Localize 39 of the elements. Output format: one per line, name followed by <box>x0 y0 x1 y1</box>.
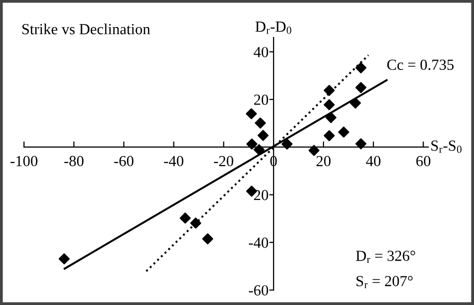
y-tick-label: 20 <box>254 190 268 200</box>
point <box>180 212 191 224</box>
y-tick-label: -60 <box>248 285 268 296</box>
point <box>350 98 361 109</box>
x-tick-label: 20 <box>316 156 331 166</box>
y-tick-label: -40 <box>248 238 268 248</box>
point <box>338 126 350 138</box>
y-tick-label: 40 <box>254 46 268 58</box>
point <box>324 130 335 142</box>
point <box>324 84 335 96</box>
point <box>258 130 269 141</box>
x-tick-label: -40 <box>164 156 184 166</box>
point <box>355 138 366 150</box>
x-axis-title: S$_{r}$-S$_{0}$ <box>431 140 462 153</box>
point <box>355 82 366 94</box>
x-tick-label: 60 <box>416 156 430 166</box>
x-tick-label: 40 <box>366 156 380 166</box>
x-tick-label: -60 <box>114 156 134 166</box>
point <box>58 253 70 264</box>
point <box>190 218 202 229</box>
series-label: Cc = 0.735 <box>387 60 454 70</box>
point <box>308 144 320 156</box>
point <box>202 233 214 244</box>
point <box>325 112 336 124</box>
point <box>254 144 265 156</box>
annotation: S$_{r}$ = 207° <box>356 276 413 288</box>
point <box>246 138 258 150</box>
y-axis-title: D$_{r}$-D$_{0}$ <box>255 22 292 34</box>
point <box>355 62 366 74</box>
x-tick-label: -20 <box>214 156 234 166</box>
point <box>254 118 266 129</box>
x-tick-label: -80 <box>64 156 84 166</box>
point <box>282 138 293 150</box>
y-tick-label: 20 <box>254 94 268 105</box>
point <box>246 108 257 120</box>
x-tick-label: -100 <box>10 156 38 166</box>
annotation: D$_{r}$ = 326° <box>356 250 416 263</box>
point <box>324 99 335 110</box>
chart-title: Strike vs Declination <box>22 24 150 34</box>
